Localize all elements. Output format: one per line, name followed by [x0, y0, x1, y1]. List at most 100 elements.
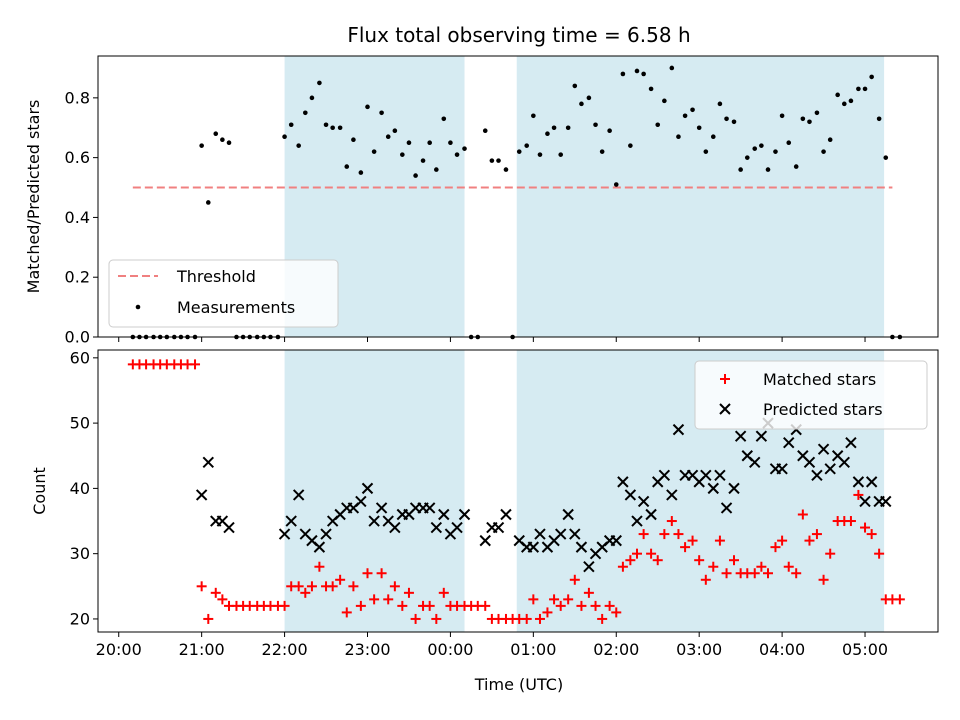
predicted-stars-point [368, 515, 380, 527]
measurement-point [579, 101, 584, 107]
matched-stars-point [410, 613, 421, 624]
measurement-point [317, 80, 322, 86]
bottom-x-tick-label: 03:00 [676, 640, 722, 659]
matched-stars-point [542, 607, 553, 618]
matched-stars-point [190, 359, 201, 370]
matched-stars-point [818, 574, 829, 585]
measurement-point [793, 164, 799, 169]
measurement-point [400, 152, 405, 157]
measurement-point [620, 71, 626, 77]
bottom-y-tick-label: 20 [70, 609, 90, 628]
bottom-shaded-region-0 [284, 350, 465, 632]
predicted-stars-point [569, 528, 581, 540]
matched-stars-point [659, 529, 670, 540]
predicted-stars-point [852, 476, 865, 488]
predicted-stars-point [361, 482, 374, 495]
bottom-legend-box [694, 360, 928, 430]
matched-stars-point [196, 581, 207, 592]
predicted-stars-point [313, 541, 326, 553]
measurement-point [586, 95, 592, 101]
predicted-stars-point [479, 534, 491, 547]
matched-stars-point [521, 613, 532, 624]
top-panel: 0.00.20.40.60.8 Matched/Predicted stars … [24, 55, 939, 347]
matched-stars-point [763, 568, 774, 579]
matched-stars-point [617, 561, 628, 572]
predicted-stars-point [811, 469, 823, 482]
predicted-stars-point [859, 495, 871, 508]
measurement-point [613, 182, 619, 187]
matched-stars-point [300, 587, 311, 598]
matched-stars-point [424, 600, 435, 611]
measurement-point [379, 110, 384, 116]
measurement-point [773, 149, 778, 154]
measurement-point [759, 143, 764, 148]
matched-stars-point [355, 600, 366, 611]
predicted-stars-point [575, 541, 588, 553]
measurement-point [731, 119, 737, 125]
measurement-point [607, 128, 612, 134]
predicted-stars-point [755, 430, 768, 442]
matched-stars-point [279, 600, 290, 611]
top-shaded-regions [284, 56, 885, 337]
matched-stars-point [590, 600, 601, 611]
measurement-point [848, 98, 854, 104]
legend-predicted-label: Predicted stars [763, 400, 883, 419]
predicted-stars-point [824, 463, 836, 475]
predicted-stars-point [527, 541, 540, 553]
measurement-point [786, 140, 792, 145]
predicted-stars-point [423, 502, 436, 514]
bottom-x-tick-label: 00:00 [427, 640, 473, 659]
predicted-stars-point [776, 463, 788, 475]
predicted-stars-point [817, 443, 830, 455]
top-legend: Threshold Measurements [108, 259, 339, 328]
measurement-point [551, 125, 557, 131]
top-y-tick-label: 0.8 [65, 88, 90, 107]
predicted-stars-point [845, 436, 857, 449]
measurement-point [558, 152, 564, 157]
predicted-stars-point [451, 521, 463, 534]
measurement-point [641, 71, 646, 77]
legend-matched-label: Matched stars [763, 370, 876, 389]
matched-stars-point [569, 574, 580, 585]
matched-stars-point [534, 613, 545, 624]
matched-stars-point [376, 568, 387, 579]
bottom-x-tick-label: 22:00 [262, 640, 308, 659]
predicted-stars-point [803, 456, 816, 468]
matched-stars-point [314, 561, 325, 572]
bottom-y-tick-label: 40 [70, 479, 90, 498]
predicted-stars-point [438, 508, 450, 521]
measurement-point [537, 152, 543, 157]
measurement-point [420, 158, 426, 163]
measurement-point [351, 137, 356, 143]
predicted-stars-point [223, 521, 235, 534]
matched-stars-point [687, 535, 698, 546]
measurement-point [516, 149, 522, 154]
matched-stars-point [853, 489, 864, 500]
matched-stars-point [383, 594, 394, 605]
measurement-point [385, 134, 391, 140]
matched-stars-point [646, 548, 657, 559]
x-axis-label: Time (UTC) [474, 675, 563, 694]
measurement-point [496, 158, 501, 163]
measurement-point [869, 74, 874, 80]
bottom-y-tick-label: 50 [70, 414, 90, 433]
bottom-x-tick-label: 20:00 [96, 640, 142, 659]
measurement-point [288, 122, 294, 128]
matched-stars-point [217, 594, 228, 605]
measurement-point [323, 122, 329, 128]
matched-stars-point [480, 600, 491, 611]
measurement-point [835, 92, 840, 98]
predicted-stars-point [637, 495, 650, 508]
measurement-point [199, 143, 204, 148]
matched-stars-point [845, 516, 856, 527]
predicted-stars-point [672, 423, 685, 436]
predicted-stars-point [714, 469, 726, 482]
top-y-axis: 0.0 0.2 0.4 0.6 0.8 [65, 88, 98, 347]
measurement-point [565, 125, 571, 131]
measurement-point [489, 158, 495, 163]
matched-stars-point [680, 542, 691, 553]
measurement-point [827, 137, 833, 143]
matched-stars-point [791, 568, 802, 579]
measurement-point [883, 155, 889, 160]
